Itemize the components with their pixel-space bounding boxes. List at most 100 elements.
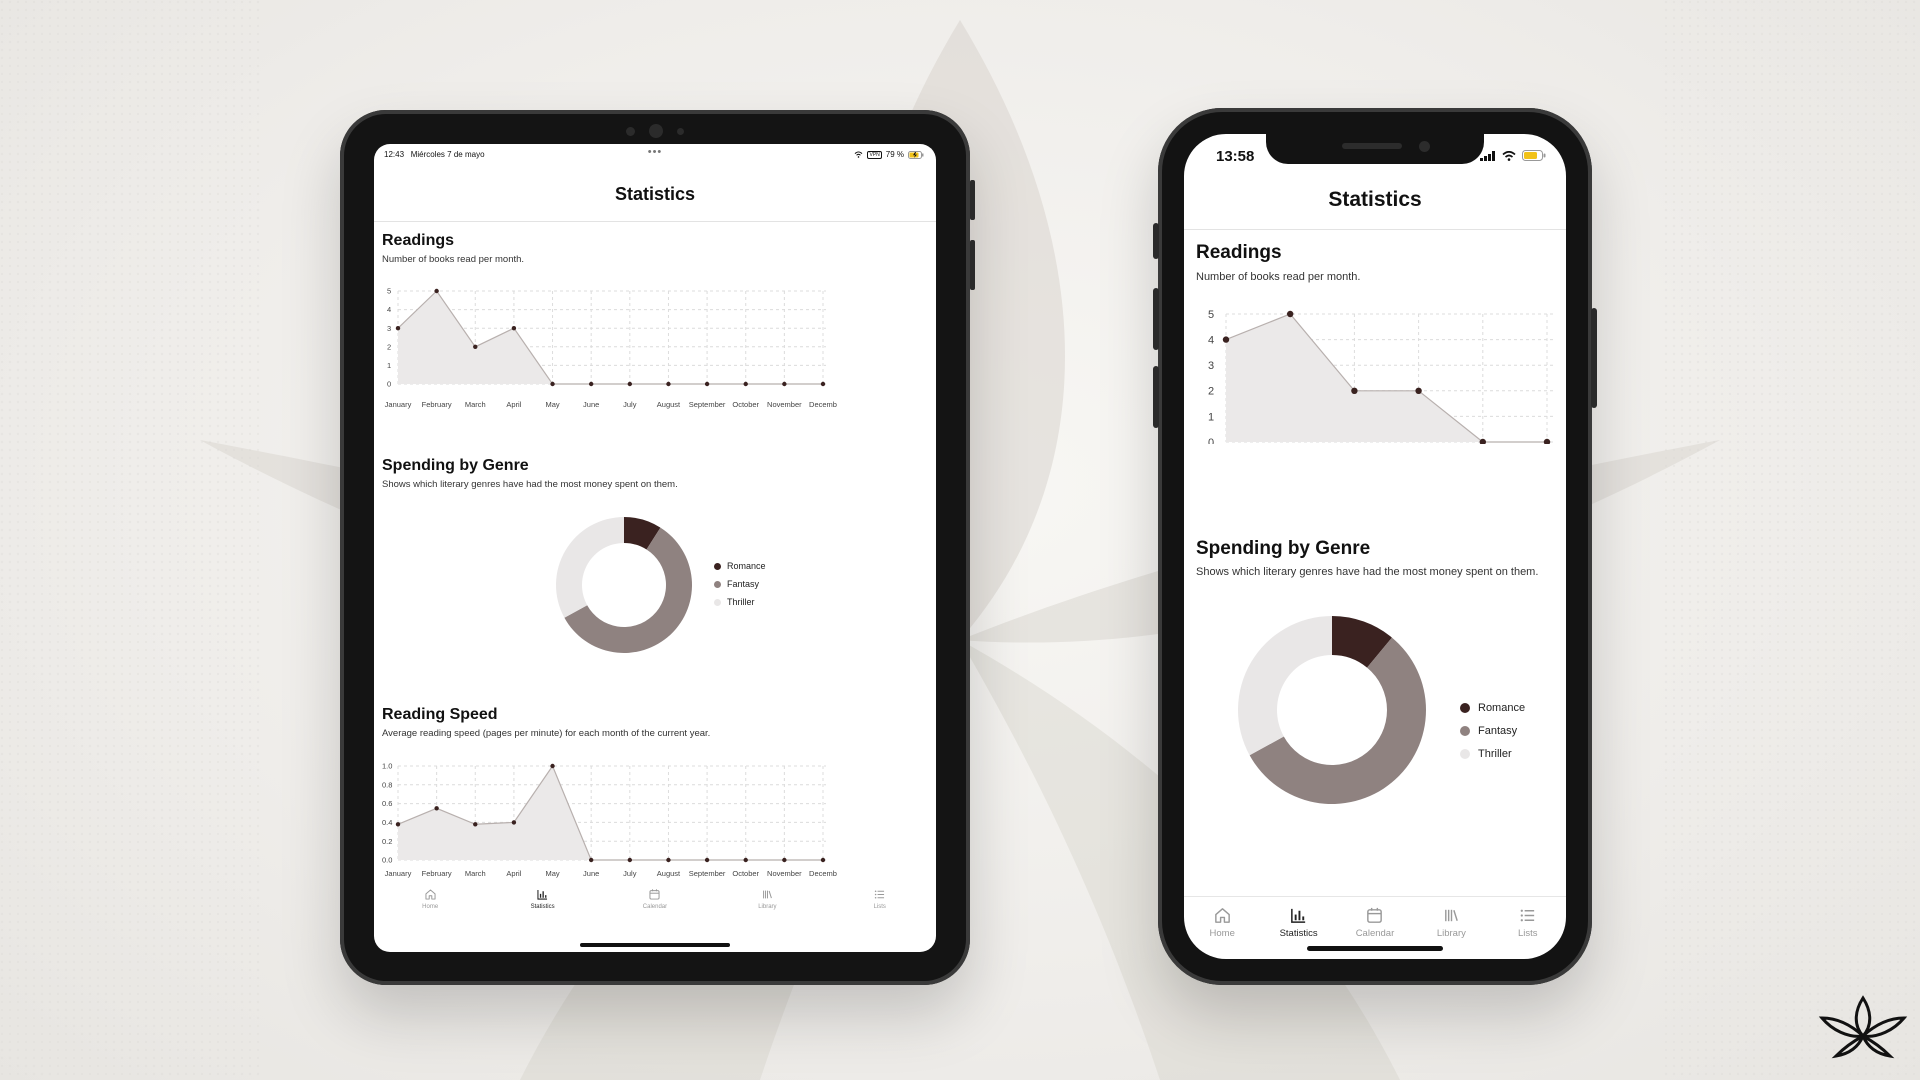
- tab-statistics[interactable]: Statistics: [503, 888, 583, 910]
- y-tick-label: 1.0: [382, 762, 392, 771]
- calendar-icon: [648, 888, 661, 901]
- phone-volume-up-button[interactable]: [1153, 288, 1159, 350]
- spending-title: Spending by Genre: [382, 457, 529, 474]
- data-point[interactable]: [1351, 387, 1358, 394]
- y-tick-label: 2: [1208, 386, 1214, 398]
- tab-label: Lists: [873, 904, 886, 910]
- y-tick-label: 0.6: [382, 799, 392, 808]
- legend-label: Romance: [727, 561, 766, 571]
- data-point[interactable]: [588, 857, 594, 863]
- legend-label: Romance: [1478, 701, 1526, 714]
- tab-library[interactable]: Library: [727, 888, 807, 910]
- tab-home[interactable]: Home: [1187, 906, 1257, 939]
- battery-icon: [1522, 150, 1546, 161]
- data-point[interactable]: [1222, 336, 1230, 343]
- data-point[interactable]: [434, 288, 439, 294]
- spending-legend: Romance Fantasy Thriller: [714, 557, 766, 611]
- slice-romance[interactable]: [624, 517, 661, 550]
- tab-label: Library: [1436, 928, 1466, 939]
- data-point[interactable]: [666, 381, 671, 387]
- y-tick-label: 1: [387, 361, 391, 370]
- data-point[interactable]: [473, 822, 478, 827]
- x-tick-label: June: [583, 400, 599, 409]
- x-tick-label: March: [465, 400, 486, 409]
- spending-subtitle: Shows which literary genres have had the…: [1196, 566, 1539, 578]
- slice-thriller[interactable]: [1238, 616, 1332, 756]
- y-tick-label: 0: [387, 380, 391, 389]
- y-tick-label: 3: [1208, 360, 1214, 372]
- tab-label: Library: [758, 904, 777, 910]
- data-point[interactable]: [666, 857, 671, 863]
- list-icon: [873, 888, 886, 901]
- data-point[interactable]: [820, 857, 826, 863]
- home-indicator[interactable]: [580, 943, 730, 947]
- phone-device: 13:58 Statistics Readings Number of book…: [1153, 108, 1597, 985]
- legend-item-romance: Romance: [714, 557, 766, 575]
- phone-notch: [1266, 134, 1484, 164]
- reading-speed-chart: 0.0 0.2 0.4 0.6 0.8 1.0 January February March Ap…: [382, 762, 837, 878]
- spending-donut-chart: [1238, 616, 1426, 804]
- tab-library[interactable]: Library: [1416, 906, 1486, 939]
- data-point[interactable]: [511, 326, 517, 331]
- slice-fantasy[interactable]: [564, 527, 692, 653]
- data-point[interactable]: [820, 381, 826, 387]
- legend-swatch: [714, 562, 721, 570]
- tab-calendar[interactable]: Calendar: [615, 888, 695, 910]
- data-point[interactable]: [473, 344, 478, 349]
- tab-label: Calendar: [642, 904, 668, 910]
- x-tick-label: June: [583, 869, 599, 878]
- legend-swatch: [714, 580, 721, 588]
- wifi-icon: [855, 151, 863, 158]
- y-tick-label: 5: [1208, 309, 1214, 321]
- tab-statistics[interactable]: Statistics: [1264, 906, 1334, 939]
- data-point[interactable]: [1479, 438, 1486, 444]
- tab-lists[interactable]: Lists: [1493, 906, 1563, 939]
- tab-home[interactable]: Home: [390, 888, 470, 910]
- y-tick-label: 1: [1208, 411, 1214, 423]
- data-point[interactable]: [743, 857, 748, 863]
- slice-thriller[interactable]: [556, 517, 624, 618]
- data-point[interactable]: [1287, 310, 1294, 318]
- data-point[interactable]: [1415, 387, 1422, 394]
- phone-volume-down-button[interactable]: [1153, 366, 1159, 428]
- readings-title: Readings: [382, 232, 455, 249]
- phone-status-bar: 13:58: [1184, 134, 1566, 174]
- data-point[interactable]: [511, 820, 517, 825]
- tab-bar: Home Statistics Calendar Library Lists: [1184, 906, 1566, 939]
- data-point[interactable]: [627, 857, 633, 863]
- slice-fantasy[interactable]: [1249, 637, 1426, 804]
- data-point[interactable]: [550, 381, 555, 387]
- x-tick-label: Decemb: [809, 400, 837, 409]
- x-tick-label: November: [767, 869, 802, 878]
- data-point[interactable]: [395, 326, 401, 331]
- data-point[interactable]: [704, 381, 710, 387]
- page-title: Statistics: [614, 184, 696, 204]
- y-tick-label: 4: [1208, 334, 1214, 346]
- legend-item-thriller: Thriller: [714, 593, 766, 611]
- tablet-side-button[interactable]: [970, 180, 975, 220]
- tab-calendar[interactable]: Calendar: [1340, 906, 1410, 939]
- data-point[interactable]: [1543, 438, 1551, 444]
- tablet-volume-button[interactable]: [970, 240, 975, 290]
- data-point[interactable]: [550, 763, 555, 769]
- data-point[interactable]: [782, 857, 787, 863]
- home-indicator[interactable]: [1307, 946, 1443, 951]
- data-point[interactable]: [395, 822, 401, 827]
- x-tick-label: January: [385, 400, 412, 409]
- data-point[interactable]: [743, 381, 748, 387]
- data-point[interactable]: [434, 806, 439, 811]
- slice-romance[interactable]: [1332, 616, 1392, 668]
- data-point[interactable]: [782, 381, 787, 387]
- books-icon: [1442, 906, 1461, 925]
- phone-silent-switch[interactable]: [1153, 223, 1159, 259]
- y-tick-label: 3: [387, 324, 391, 333]
- tablet-multitask-dots[interactable]: •••: [647, 146, 663, 158]
- page-title: Statistics: [1328, 188, 1422, 211]
- phone-power-button[interactable]: [1591, 308, 1597, 408]
- tab-lists[interactable]: Lists: [840, 888, 920, 910]
- data-point[interactable]: [627, 381, 633, 387]
- data-point[interactable]: [704, 857, 710, 863]
- data-point[interactable]: [588, 381, 594, 387]
- x-tick-label: April: [506, 400, 521, 409]
- y-tick-label: 0.0: [382, 856, 392, 865]
